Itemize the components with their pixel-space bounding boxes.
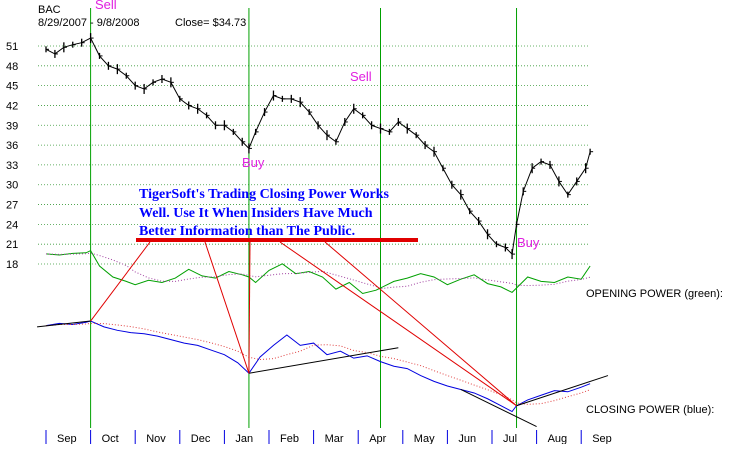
buy-signal-1-label: Buy [242,155,265,170]
x-tick-label: Jun [458,433,476,444]
x-tick-label: May [414,433,435,444]
closing-power-ma [45,322,591,405]
y-tick-label: 42 [6,100,18,112]
y-tick-label: 51 [6,41,18,53]
annotation-box: TigerSoft's Trading Closing Power Works … [136,187,418,242]
pointer-line [90,241,151,322]
buy-signal-2-label: Buy [517,235,540,250]
x-tick-label: Sep [592,433,612,444]
annotation-line-3: Better Information than The Public. [139,224,355,239]
x-tick-label: Feb [280,433,299,444]
y-tick-label: 33 [6,160,18,172]
sell-signal-1-label: Sell [95,0,117,12]
x-tick-label: Sep [57,433,77,444]
opening-power-label: OPENING POWER (green): [586,288,723,300]
price-line [45,37,591,256]
x-tick-label: Aug [548,433,568,444]
pointer-line [248,241,251,374]
x-tick-label: Mar [325,433,344,444]
y-tick-label: 45 [6,81,18,93]
closing-power-label: CLOSING POWER (blue): [586,404,714,416]
y-tick-label: 36 [6,140,18,152]
date-range-label: 8/29/2007 - 9/8/2008 [38,17,140,29]
x-tick-label: Dec [191,433,211,444]
x-tick-label: Jan [235,433,253,444]
closing-power-line [45,320,591,413]
y-tick-label: 48 [6,61,18,73]
trend-line [460,389,537,428]
y-tick-label: 27 [6,200,18,212]
opening-power-line [45,249,591,295]
x-tick-label: Nov [146,433,166,444]
pointer-line [204,241,250,374]
annotation-line-2: Well. Use It When Insiders Have Much [139,206,373,221]
y-tick-label: 39 [6,120,18,132]
y-tick-label: 24 [6,219,18,231]
y-tick-label: 21 [6,239,18,251]
annotation-line-1: TigerSoft's Trading Closing Power Works [139,187,390,202]
close-label: Close= $34.73 [175,17,246,29]
trend-line [248,347,399,374]
x-tick-label: Oct [102,433,119,444]
y-tick-label: 30 [6,180,18,192]
x-tick-label: Jul [503,433,517,444]
sell-signal-2-label: Sell [350,69,372,84]
trend-line [516,375,609,407]
pointer-line [324,241,517,407]
pointer-line [279,241,517,407]
ticker-label: BAC [38,4,61,16]
y-tick-label: 18 [6,259,18,271]
trend-line [37,320,91,328]
opening-power-ma [45,252,591,290]
x-tick-label: Apr [369,433,386,444]
